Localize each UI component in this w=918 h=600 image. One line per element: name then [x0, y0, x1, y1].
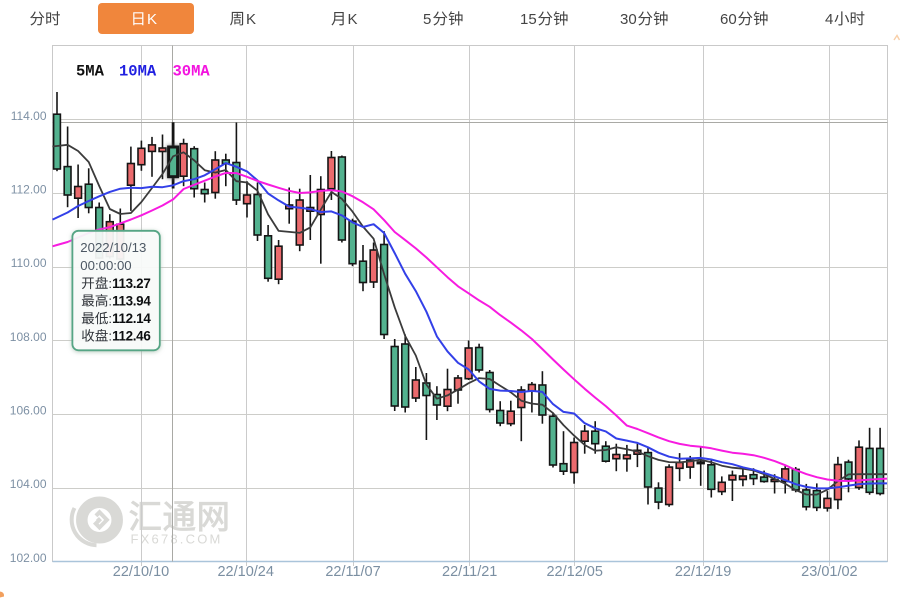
svg-text::112.14: :112.14	[108, 311, 151, 326]
svg-text:114.00: 114.00	[11, 109, 47, 123]
svg-text:23/01/02: 23/01/02	[801, 564, 857, 580]
svg-text::113.27: :113.27	[108, 276, 150, 291]
svg-text:K: K	[147, 11, 157, 28]
svg-text:15: 15	[520, 11, 537, 28]
svg-text:4: 4	[825, 11, 833, 28]
svg-text:22/12/05: 22/12/05	[546, 564, 602, 580]
svg-text:10MA: 10MA	[119, 63, 157, 81]
svg-text:110.00: 110.00	[11, 256, 47, 270]
svg-text:K: K	[246, 11, 256, 28]
svg-text:22/10/10: 22/10/10	[113, 564, 169, 580]
svg-text:5MA: 5MA	[76, 63, 105, 81]
svg-text:104.00: 104.00	[10, 477, 47, 491]
svg-text:112.00: 112.00	[11, 183, 47, 197]
svg-text:K: K	[348, 11, 358, 28]
svg-text:30MA: 30MA	[173, 63, 211, 81]
svg-text:102.00: 102.00	[10, 551, 47, 565]
svg-text:2022/10/13: 2022/10/13	[80, 240, 146, 255]
svg-text:22/11/21: 22/11/21	[442, 564, 497, 580]
svg-text::113.94: :113.94	[108, 294, 151, 309]
svg-text:30: 30	[620, 11, 637, 28]
svg-text:00:00:00: 00:00:00	[80, 258, 131, 273]
svg-text:108.00: 108.00	[10, 330, 47, 344]
svg-text:22/12/19: 22/12/19	[675, 564, 731, 580]
svg-text:22/10/24: 22/10/24	[217, 564, 273, 580]
svg-text:106.00: 106.00	[10, 403, 47, 417]
svg-text:22/11/07: 22/11/07	[325, 564, 380, 580]
svg-text:FX678.COM: FX678.COM	[131, 532, 223, 547]
svg-text:60: 60	[720, 11, 737, 28]
svg-text::112.46: :112.46	[108, 329, 150, 344]
svg-text:5: 5	[423, 11, 431, 28]
